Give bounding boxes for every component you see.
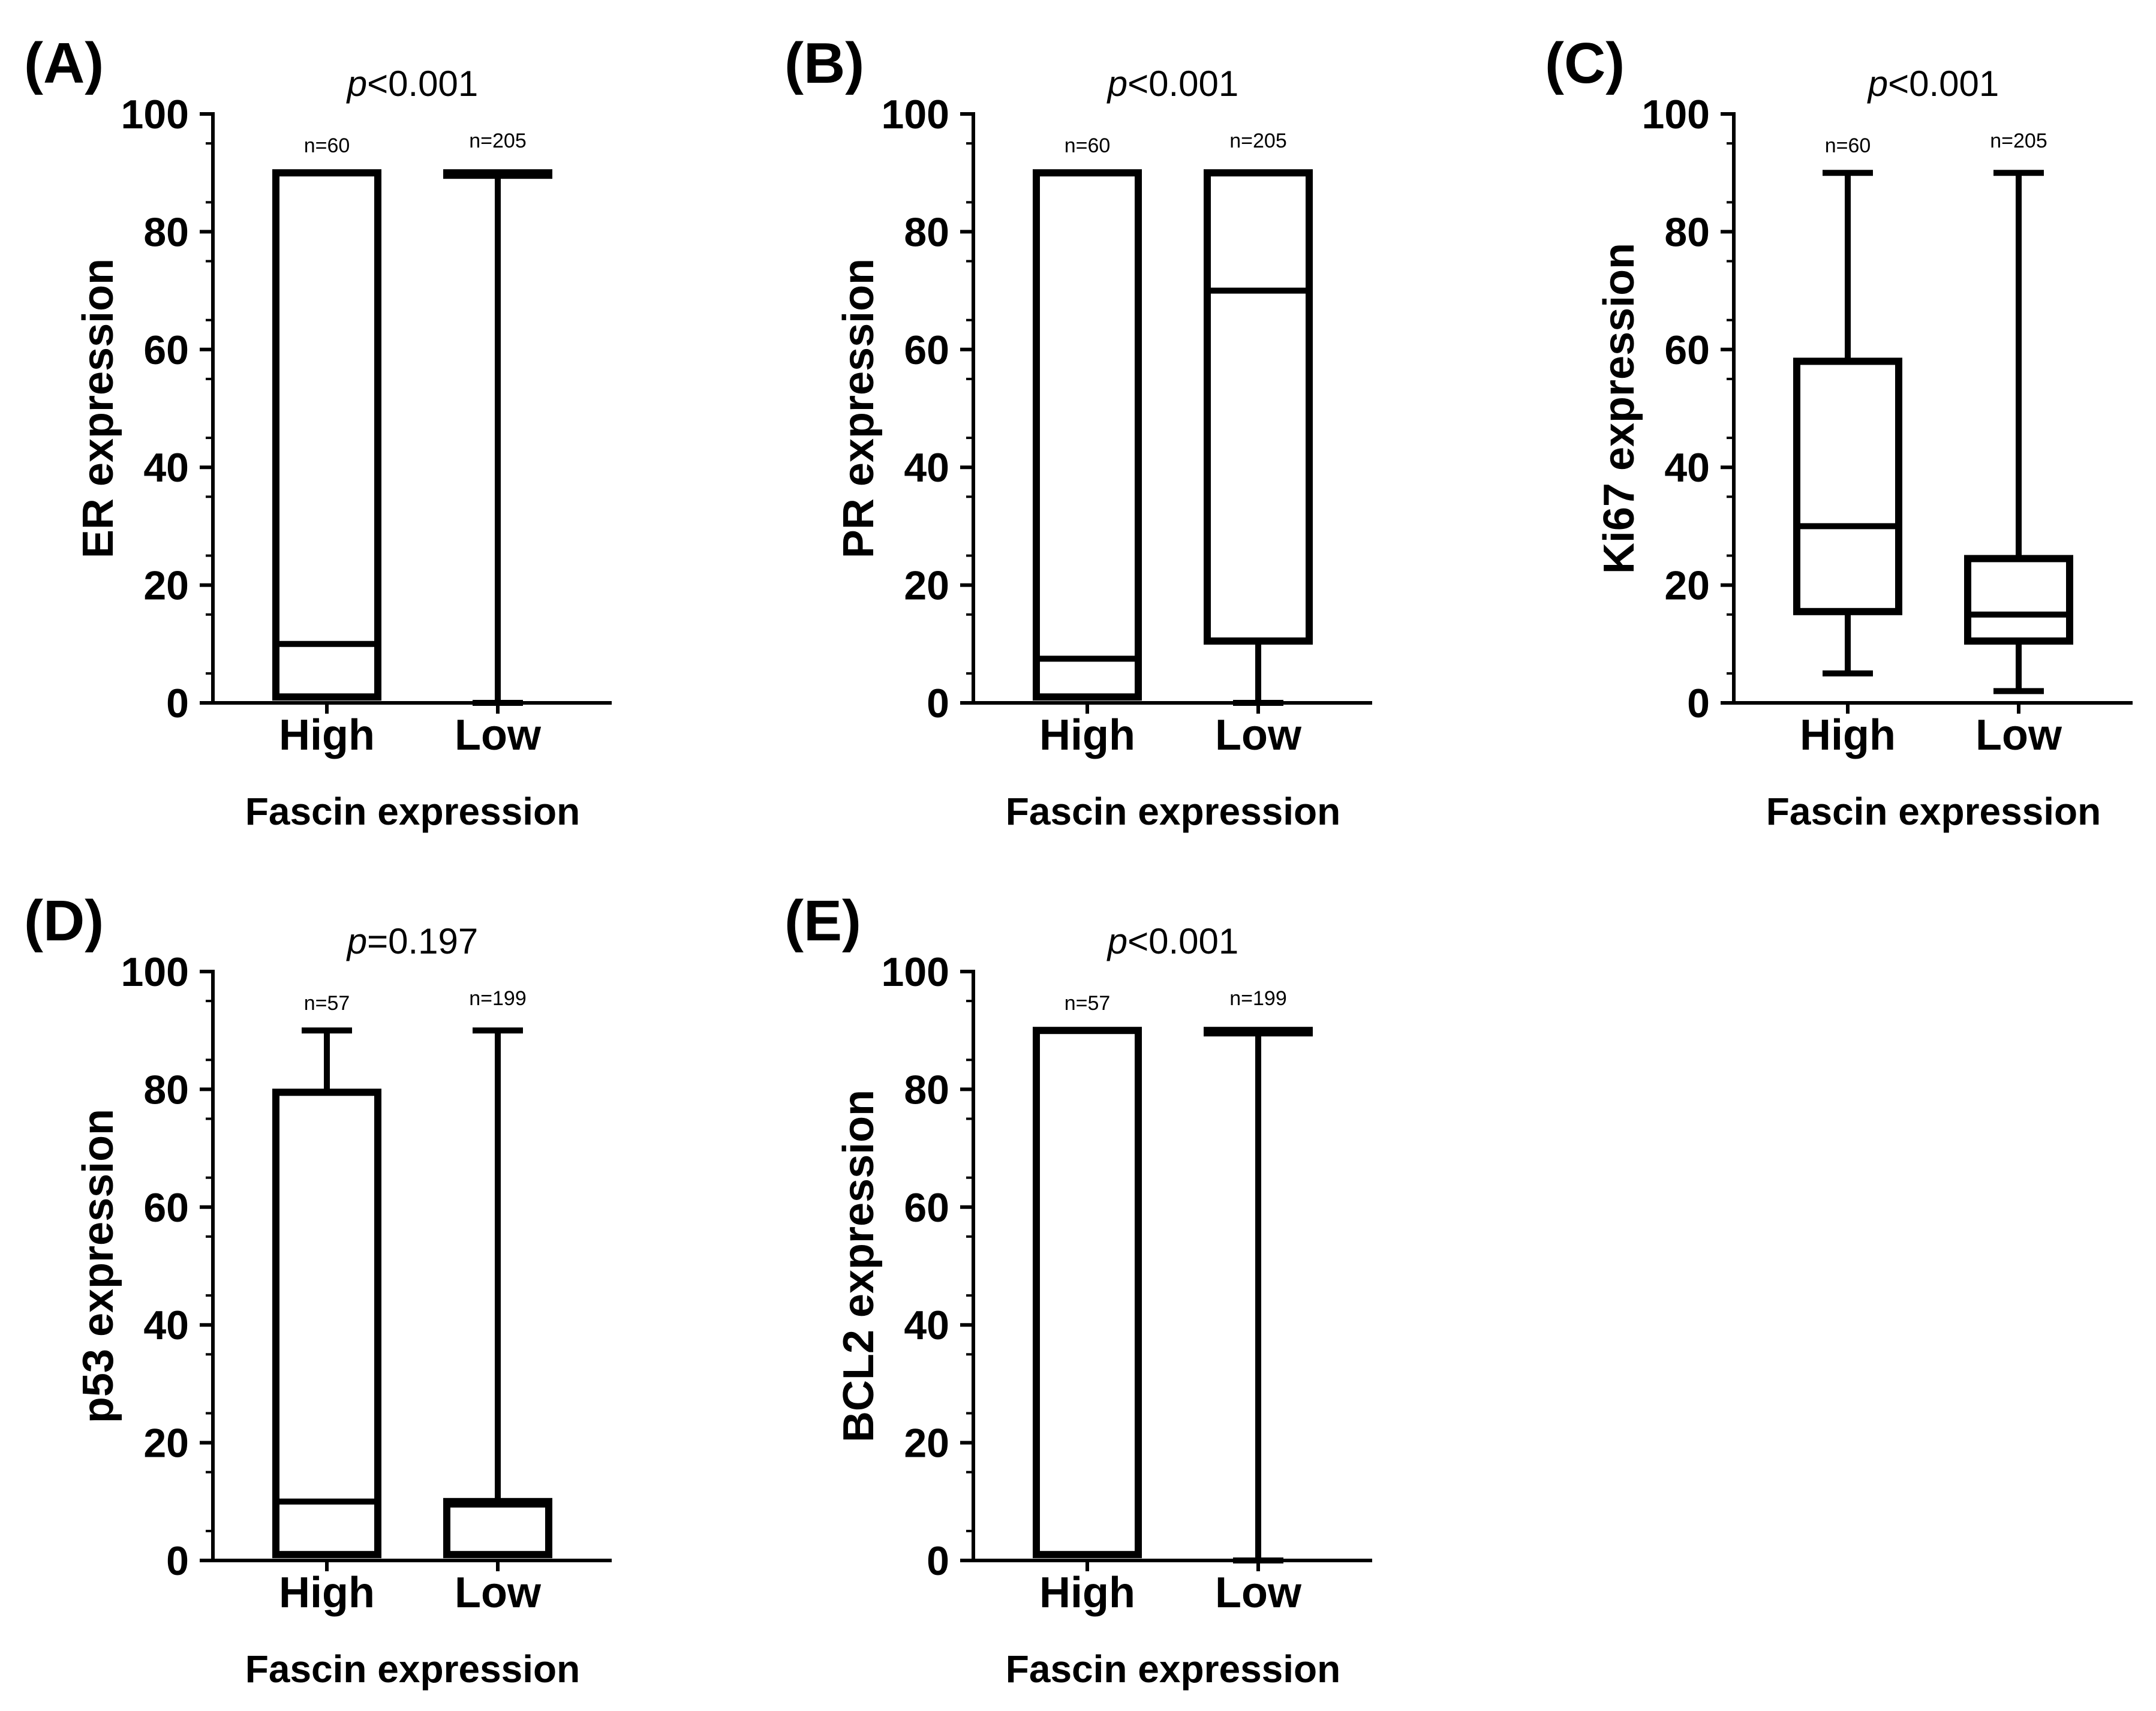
p-value-text: =0.197 (367, 921, 478, 961)
p-value-label: p=0.197 (346, 921, 479, 961)
p-value-symbol: p (1106, 921, 1127, 961)
x-axis-label: Fascin expression (245, 1647, 580, 1691)
panel-label: (C) (1545, 31, 1625, 95)
chart-panel-e: (E) p<0.001 BCL2 expression Fascin expressi… (784, 889, 1372, 1691)
category-label: Low (455, 1569, 542, 1617)
y-tick-label: 40 (1664, 445, 1710, 491)
p-value-text: <0.001 (1888, 64, 1999, 104)
category-label: High (279, 1569, 375, 1617)
chart-panel-c: (C) p<0.001 Ki67 expression Fascin expressi… (1545, 31, 2133, 833)
chart-panel-b: (B) p<0.001 PR expression Fascin expression… (784, 31, 1372, 833)
y-axis-label: p53 expression (74, 1109, 122, 1423)
box-low (443, 1497, 552, 1559)
p-value-symbol: p (346, 921, 367, 961)
box-high (1033, 1027, 1142, 1559)
category-label: High (1039, 1569, 1135, 1617)
y-tick-label: 40 (904, 445, 949, 491)
box-low (1204, 169, 1313, 645)
y-tick-label: 80 (143, 209, 189, 255)
box-high (272, 169, 381, 701)
category-label: High (1039, 711, 1135, 759)
category-label: High (279, 711, 375, 759)
y-tick-label: 20 (143, 563, 189, 609)
y-tick-label: 100 (882, 92, 949, 137)
y-tick-label: 40 (904, 1303, 949, 1348)
y-tick-label: 100 (882, 949, 949, 995)
p-value-label: p<0.001 (1867, 64, 1999, 104)
panel-label: (E) (784, 889, 861, 953)
p-value-text: <0.001 (1127, 64, 1238, 104)
y-tick-label: 0 (927, 1538, 949, 1584)
y-axis-label: BCL2 expression (835, 1090, 883, 1442)
y-tick-label: 0 (166, 1538, 189, 1584)
box-high (272, 1088, 381, 1559)
y-axis-label: ER expression (74, 258, 122, 558)
box-high (1033, 169, 1142, 701)
box-low (1964, 555, 2073, 645)
y-tick-label: 40 (143, 445, 189, 491)
box-high (1793, 357, 1902, 615)
p-value-symbol: p (1106, 64, 1127, 104)
n-label: n=57 (1065, 992, 1111, 1015)
y-tick-label: 0 (927, 681, 949, 726)
y-tick-label: 80 (143, 1067, 189, 1112)
y-tick-label: 20 (904, 563, 949, 609)
p-value-label: p<0.001 (1106, 64, 1239, 104)
y-tick-label: 80 (1664, 209, 1710, 255)
x-axis-label: Fascin expression (1006, 790, 1340, 833)
y-tick-label: 20 (1664, 563, 1710, 609)
n-label: n=60 (1825, 134, 1871, 157)
y-tick-label: 60 (1664, 327, 1710, 373)
n-label: n=205 (1229, 130, 1287, 152)
chart-panel-a: (A) p<0.001 ER expression Fascin expression… (24, 31, 612, 833)
n-label: n=199 (469, 987, 527, 1010)
y-tick-label: 20 (904, 1421, 949, 1466)
n-label: n=57 (304, 992, 350, 1015)
y-tick-label: 60 (904, 1185, 949, 1231)
y-tick-label: 20 (143, 1421, 189, 1466)
y-tick-label: 60 (143, 1185, 189, 1231)
p-value-label: p<0.001 (346, 64, 479, 104)
p-value-text: <0.001 (367, 64, 478, 104)
y-axis-label: Ki67 expression (1595, 243, 1643, 574)
y-tick-label: 0 (1687, 681, 1710, 726)
n-label: n=60 (1065, 134, 1111, 157)
panel-label: (B) (784, 31, 864, 95)
y-tick-label: 40 (143, 1303, 189, 1348)
category-label: Low (1215, 711, 1302, 759)
n-label: n=199 (1229, 987, 1287, 1010)
x-axis-label: Fascin expression (1766, 790, 2101, 833)
x-axis-label: Fascin expression (1006, 1647, 1340, 1691)
y-tick-label: 60 (904, 327, 949, 373)
n-label: n=205 (469, 130, 527, 152)
y-tick-label: 60 (143, 327, 189, 373)
panel-label: (A) (24, 31, 104, 95)
y-tick-label: 100 (121, 949, 189, 995)
y-tick-label: 100 (1642, 92, 1710, 137)
p-value-symbol: p (346, 64, 367, 104)
x-axis-label: Fascin expression (245, 790, 580, 833)
chart-panel-d: (D) p=0.197 p53 expression Fascin expressio… (24, 889, 612, 1691)
y-tick-label: 80 (904, 209, 949, 255)
p-value-text: <0.001 (1127, 921, 1238, 961)
n-label: n=205 (1990, 130, 2047, 152)
y-tick-label: 100 (121, 92, 189, 137)
y-tick-label: 80 (904, 1067, 949, 1112)
p-value-label: p<0.001 (1106, 921, 1239, 961)
y-tick-label: 0 (166, 681, 189, 726)
n-label: n=60 (304, 134, 350, 157)
category-label: Low (1975, 711, 2062, 759)
category-label: Low (1215, 1569, 1302, 1617)
category-label: Low (455, 711, 542, 759)
y-axis-label: PR expression (835, 258, 883, 558)
p-value-symbol: p (1867, 64, 1888, 104)
category-label: High (1800, 711, 1896, 759)
panel-label: (D) (24, 889, 104, 953)
